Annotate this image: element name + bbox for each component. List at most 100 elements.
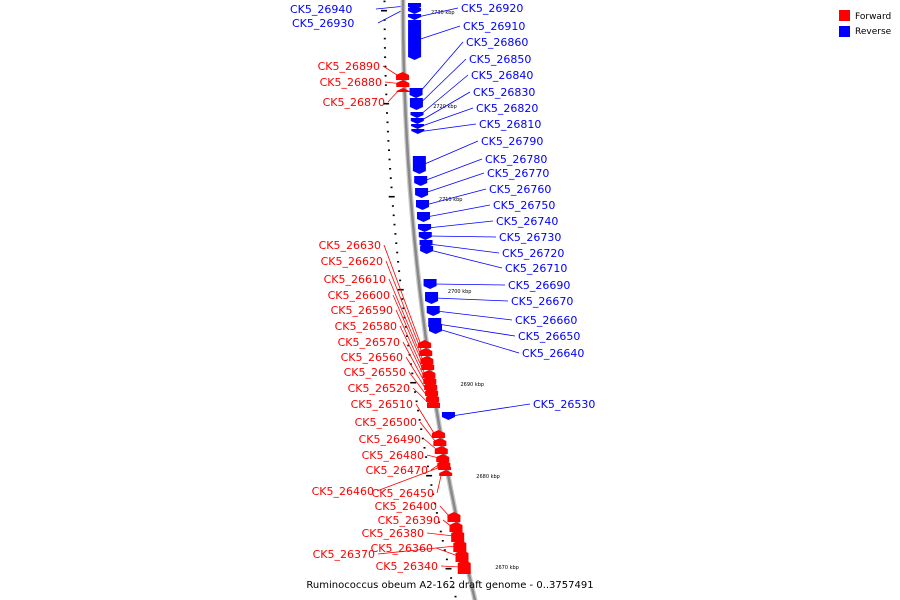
gene-label-forward[interactable]: CK5_26490 — [359, 433, 421, 446]
gene-feature-forward[interactable] — [420, 356, 434, 364]
gene-label-forward[interactable]: CK5_26460 — [312, 485, 374, 498]
gene-label-forward[interactable]: CK5_26520 — [348, 382, 410, 395]
gene-feature-reverse[interactable] — [420, 246, 434, 254]
gene-label-reverse[interactable]: CK5_26850 — [469, 53, 531, 66]
gene-feature-forward[interactable] — [422, 370, 436, 378]
gene-label-forward[interactable]: CK5_26880 — [320, 76, 382, 89]
gene-feature-forward[interactable] — [418, 340, 432, 348]
gene-label-reverse[interactable]: CK5_26670 — [511, 295, 573, 308]
gene-feature-forward[interactable] — [396, 88, 410, 92]
gene-feature-reverse[interactable] — [418, 224, 432, 232]
gene-label-forward[interactable]: CK5_26600 — [328, 289, 390, 302]
gene-feature-forward[interactable] — [427, 400, 440, 408]
gene-feature-forward[interactable] — [457, 560, 471, 574]
gene-feature-forward[interactable] — [424, 382, 438, 390]
gene-feature-reverse[interactable] — [408, 14, 422, 20]
gene-feature-reverse[interactable] — [441, 412, 455, 420]
gene-feature-reverse[interactable] — [408, 8, 422, 14]
gene-label-reverse[interactable]: CK5_26940 — [290, 3, 352, 16]
gene-feature-forward[interactable] — [453, 540, 467, 552]
gene-label-reverse[interactable]: CK5_26830 — [473, 86, 535, 99]
gene-feature-forward[interactable] — [434, 446, 448, 454]
gene-label-reverse[interactable]: CK5_26740 — [496, 215, 558, 228]
gene-feature-forward[interactable] — [449, 522, 463, 532]
gene-label-forward[interactable]: CK5_26570 — [338, 336, 400, 349]
gene-feature-forward[interactable] — [423, 376, 437, 384]
gene-feature-reverse[interactable] — [411, 124, 425, 129]
gene-feature-forward[interactable] — [396, 80, 410, 87]
gene-feature-reverse[interactable] — [414, 176, 428, 186]
gene-label-forward[interactable]: CK5_26340 — [376, 560, 438, 573]
gene-label-forward[interactable]: CK5_26620 — [321, 255, 383, 268]
gene-label-reverse[interactable]: CK5_26790 — [481, 135, 543, 148]
gene-feature-reverse[interactable] — [409, 98, 423, 110]
gene-feature-forward[interactable] — [455, 550, 469, 562]
gene-label-forward[interactable]: CK5_26890 — [318, 60, 380, 73]
gene-label-reverse[interactable]: CK5_26710 — [505, 262, 567, 275]
gene-label-forward[interactable]: CK5_26470 — [366, 464, 428, 477]
gene-label-reverse[interactable]: CK5_26690 — [508, 279, 570, 292]
gene-label-reverse[interactable]: CK5_26910 — [463, 20, 525, 33]
gene-label-forward[interactable]: CK5_26380 — [362, 527, 424, 540]
gene-feature-forward[interactable] — [426, 394, 440, 402]
gene-feature-reverse[interactable] — [409, 88, 423, 98]
gene-label-reverse[interactable]: CK5_26810 — [479, 118, 541, 131]
gene-feature-reverse[interactable] — [416, 200, 429, 210]
gene-label-forward[interactable]: CK5_26390 — [378, 514, 440, 527]
gene-label-reverse[interactable]: CK5_26730 — [499, 231, 561, 244]
gene-feature-reverse[interactable] — [426, 306, 440, 316]
gene-feature-forward[interactable] — [439, 470, 453, 476]
gene-label-forward[interactable]: CK5_26870 — [323, 96, 385, 109]
gene-label-reverse[interactable]: CK5_26750 — [493, 199, 555, 212]
gene-label-forward[interactable]: CK5_26630 — [319, 239, 381, 252]
gene-feature-reverse[interactable] — [425, 292, 439, 304]
gene-feature-reverse[interactable] — [411, 129, 425, 134]
gene-feature-forward[interactable] — [447, 512, 461, 522]
gene-label-forward[interactable]: CK5_26560 — [341, 351, 403, 364]
gene-feature-reverse[interactable] — [408, 20, 422, 60]
gene-feature-reverse[interactable] — [416, 212, 430, 222]
gene-feature-forward[interactable] — [419, 348, 433, 356]
gene-label-reverse[interactable]: CK5_26820 — [476, 102, 538, 115]
gene-feature-forward[interactable] — [421, 362, 435, 370]
gene-label-reverse[interactable]: CK5_26930 — [292, 17, 354, 30]
legend-swatch-reverse — [839, 26, 850, 37]
gene-label-reverse[interactable]: CK5_26720 — [502, 247, 564, 260]
gene-label-forward[interactable]: CK5_26580 — [335, 320, 397, 333]
gene-label-reverse[interactable]: CK5_26660 — [515, 314, 577, 327]
gene-feature-reverse[interactable] — [410, 118, 424, 124]
gene-feature-reverse[interactable] — [415, 188, 429, 198]
gene-label-forward[interactable]: CK5_26370 — [313, 548, 375, 561]
gene-feature-reverse[interactable] — [423, 279, 437, 289]
gene-label-forward[interactable]: CK5_26610 — [324, 273, 386, 286]
gene-feature-forward[interactable] — [425, 388, 439, 396]
gene-label-reverse[interactable]: CK5_26760 — [489, 183, 551, 196]
gene-label-forward[interactable]: CK5_26510 — [351, 398, 413, 411]
gene-label-forward[interactable]: CK5_26500 — [355, 416, 417, 429]
gene-label-reverse[interactable]: CK5_26860 — [466, 36, 528, 49]
gene-label-reverse[interactable]: CK5_26650 — [518, 330, 580, 343]
gene-label-forward[interactable]: CK5_26480 — [362, 449, 424, 462]
gene-label-forward[interactable]: CK5_26360 — [371, 542, 433, 555]
gene-label-forward[interactable]: CK5_26590 — [331, 304, 393, 317]
gene-feature-reverse[interactable] — [428, 324, 442, 334]
gene-leader-line — [418, 41, 464, 94]
gene-label-reverse[interactable]: CK5_26770 — [487, 167, 549, 180]
gene-label-reverse[interactable]: CK5_26920 — [461, 2, 523, 15]
gene-label-reverse[interactable]: CK5_26640 — [522, 347, 584, 360]
gene-label-reverse[interactable]: CK5_26780 — [485, 153, 547, 166]
gene-feature-forward[interactable] — [438, 464, 452, 470]
gene-feature-forward[interactable] — [436, 454, 450, 462]
gene-feature-reverse[interactable] — [412, 156, 426, 174]
gene-label-reverse[interactable]: CK5_26530 — [533, 398, 595, 411]
gene-feature-reverse[interactable] — [410, 112, 424, 118]
gene-feature-forward[interactable] — [431, 430, 445, 438]
gene-feature-reverse[interactable] — [418, 232, 432, 240]
gene-feature-forward[interactable] — [433, 438, 447, 446]
gene-feature-forward[interactable] — [396, 72, 410, 80]
gene-label-forward[interactable]: CK5_26450 — [372, 487, 434, 500]
gene-label-forward[interactable]: CK5_26400 — [375, 500, 437, 513]
gene-label-reverse[interactable]: CK5_26840 — [471, 69, 533, 82]
gene-label-forward[interactable]: CK5_26550 — [344, 366, 406, 379]
gene-feature-forward[interactable] — [451, 530, 465, 542]
